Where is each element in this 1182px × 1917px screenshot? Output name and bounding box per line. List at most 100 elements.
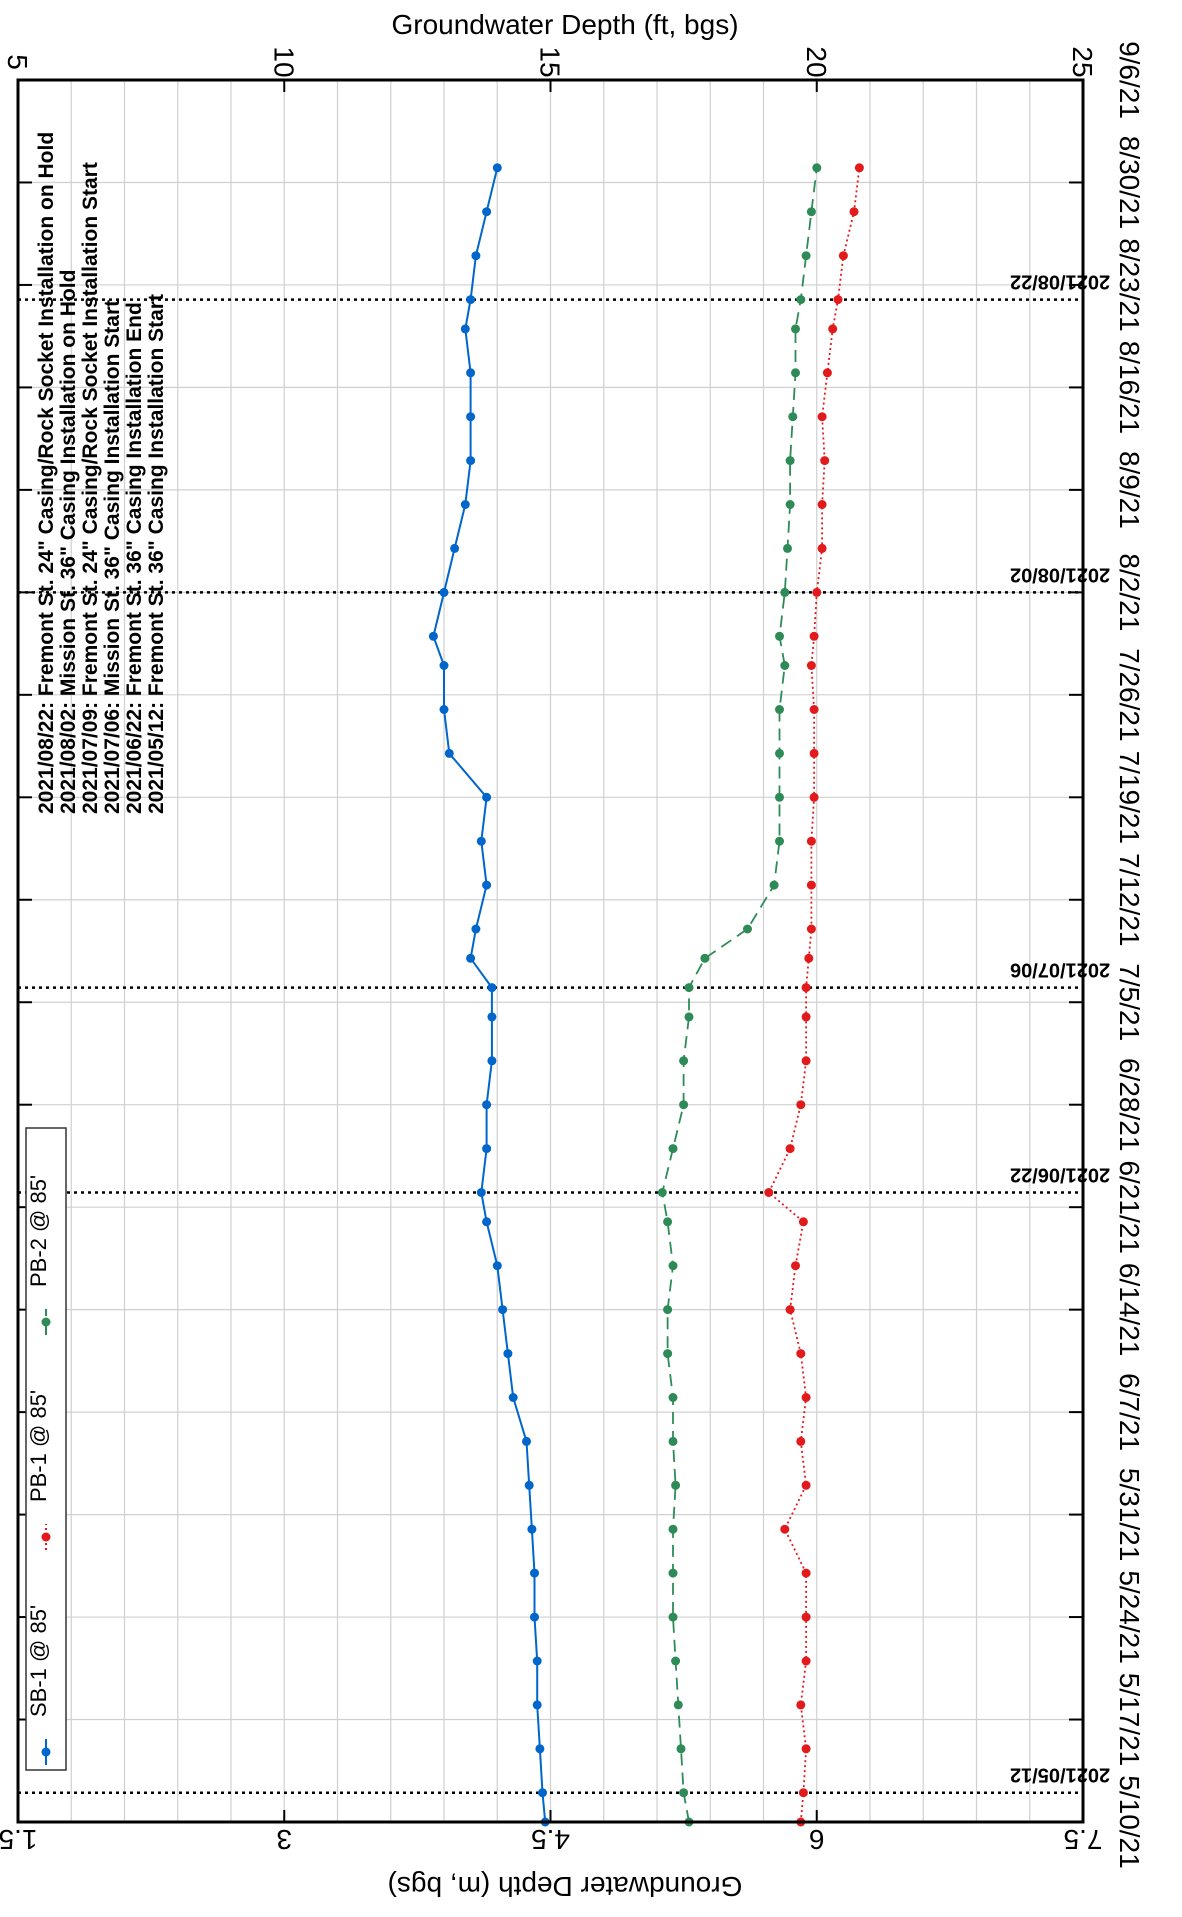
data-point	[679, 1056, 689, 1066]
date-tick-label: 6/14/21	[1114, 1263, 1145, 1356]
data-point	[498, 1305, 508, 1315]
data-point	[798, 1217, 808, 1227]
date-tick-label: 5/10/21	[1114, 1775, 1145, 1868]
data-point	[775, 836, 784, 846]
event-marker-label: 2021/08/22	[1010, 271, 1110, 293]
data-point	[780, 1524, 790, 1534]
legend-swatch-marker	[41, 1747, 51, 1757]
data-point	[806, 661, 816, 670]
data-point	[743, 924, 752, 934]
data-point	[466, 295, 476, 305]
data-point	[791, 368, 800, 378]
date-tick-label: 8/23/21	[1114, 238, 1145, 331]
data-point	[482, 880, 492, 890]
data-point	[508, 1393, 518, 1402]
data-point	[466, 368, 476, 378]
data-point	[668, 1393, 678, 1402]
data-point	[809, 748, 819, 758]
data-point	[487, 1012, 497, 1022]
data-point	[812, 163, 822, 173]
data-point	[663, 1305, 673, 1315]
event-marker-label: 2021/07/06	[1010, 959, 1110, 981]
data-point	[482, 1144, 492, 1154]
data-point	[775, 748, 784, 758]
data-point	[439, 587, 449, 597]
grid	[18, 80, 1083, 1822]
data-point	[775, 631, 784, 641]
legend-swatch-marker	[41, 1317, 51, 1327]
top-axis-tick-label: 5	[2, 54, 33, 70]
data-point	[780, 661, 790, 670]
data-point	[809, 792, 819, 802]
legend-label: PB-1 @ 85'	[26, 1390, 51, 1502]
data-point	[668, 1261, 678, 1271]
data-point	[764, 1188, 774, 1197]
data-point	[460, 324, 470, 334]
data-point	[788, 412, 798, 422]
date-tick-label: 8/2/21	[1114, 553, 1145, 631]
data-point	[482, 207, 492, 217]
event-annotation-line: 2021/05/12: Fremont St. 36" Casing Insta…	[145, 294, 168, 814]
event-annotations: 2021/05/12: Fremont St. 36" Casing Insta…	[35, 132, 168, 814]
bottom-axis-tick-label: 3	[276, 1824, 292, 1855]
data-point	[530, 1568, 539, 1578]
top-axis-tick-label: 10	[268, 46, 299, 77]
data-point	[798, 1788, 808, 1798]
data-point	[466, 456, 476, 466]
data-point	[833, 295, 843, 305]
data-point	[668, 1144, 678, 1154]
data-point	[492, 1261, 502, 1271]
data-point	[791, 1261, 800, 1271]
date-tick-label: 8/9/21	[1114, 451, 1145, 529]
event-annotation-line: 2021/06/22: Fremont St. 36" Casing Insta…	[123, 302, 146, 814]
data-point	[471, 251, 481, 261]
data-point	[532, 1700, 542, 1710]
event-annotation-line: 2021/08/22: Fremont St. 24" Casing/Rock …	[35, 132, 58, 814]
date-tick-label: 7/12/21	[1114, 853, 1145, 946]
data-point	[801, 1612, 811, 1622]
data-point	[668, 1436, 678, 1446]
data-point	[796, 1100, 806, 1110]
data-point	[482, 792, 492, 802]
data-point	[657, 1188, 667, 1197]
data-point	[838, 251, 848, 261]
data-point	[684, 983, 694, 993]
data-point	[684, 1012, 694, 1022]
date-tick-label: 8/30/21	[1114, 136, 1145, 229]
data-point	[801, 1012, 811, 1022]
data-point	[822, 368, 832, 378]
data-point	[780, 587, 790, 597]
bottom-axis-tick-label: 1.5	[0, 1824, 37, 1855]
data-point	[471, 924, 481, 934]
data-point	[812, 587, 822, 597]
date-tick-label: 5/17/21	[1114, 1673, 1145, 1766]
data-point	[503, 1349, 513, 1359]
event-annotation-line: 2021/07/06: Mission St. 36" Casing Insta…	[101, 300, 124, 814]
data-point	[492, 163, 502, 173]
data-point	[775, 705, 784, 714]
data-point	[801, 1568, 811, 1578]
top-axis-title: Groundwater Depth (ft, bgs)	[391, 9, 738, 40]
data-point	[527, 1524, 537, 1534]
date-tick-label: 8/16/21	[1114, 341, 1145, 434]
data-point	[849, 207, 859, 217]
data-point	[679, 1100, 689, 1110]
data-point	[522, 1436, 531, 1446]
data-point	[817, 543, 827, 553]
data-point	[769, 880, 779, 890]
data-point	[809, 631, 819, 641]
data-point	[817, 412, 827, 422]
data-point	[476, 836, 486, 846]
data-point	[806, 924, 816, 934]
legend-box	[25, 1127, 67, 1771]
event-marker-label: 2021/05/12	[1010, 1764, 1110, 1786]
data-point	[804, 953, 814, 963]
event-marker-label: 2021/06/22	[1010, 1164, 1110, 1186]
bottom-axis-title: Groundwater Depth (m, bgs)	[388, 1871, 743, 1902]
data-point	[668, 1524, 678, 1534]
data-point	[820, 456, 830, 466]
data-point	[801, 983, 811, 993]
data-point	[806, 880, 816, 890]
data-point	[466, 412, 476, 422]
